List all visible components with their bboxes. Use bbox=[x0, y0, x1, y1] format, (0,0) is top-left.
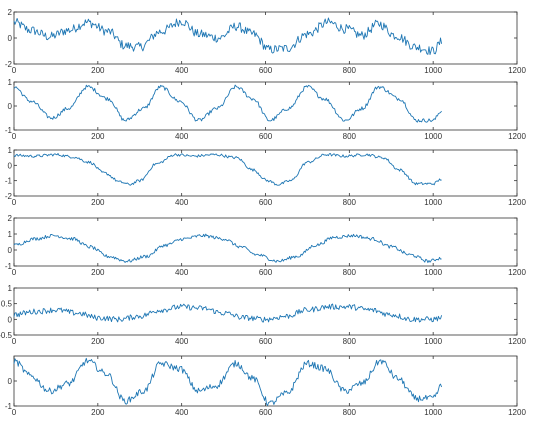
x-tick-label: 600 bbox=[259, 132, 273, 141]
y-tick-label: 1 bbox=[8, 284, 13, 293]
y-tick-label: -1 bbox=[5, 177, 13, 186]
series-line-6 bbox=[13, 357, 443, 406]
x-tick-label: 800 bbox=[343, 66, 357, 75]
x-tick-label: 600 bbox=[259, 66, 273, 75]
x-tick-label: 1000 bbox=[424, 337, 442, 346]
x-tick-label: 400 bbox=[175, 198, 189, 207]
x-tick-label: 400 bbox=[175, 66, 189, 75]
series-line-5 bbox=[13, 303, 443, 323]
x-tick-label: 800 bbox=[343, 268, 357, 277]
y-tick-label: 2 bbox=[8, 214, 13, 223]
series-line-4 bbox=[13, 233, 442, 264]
x-tick-label: 400 bbox=[175, 408, 189, 417]
x-tick-label: 200 bbox=[91, 408, 105, 417]
x-tick-label: 600 bbox=[259, 268, 273, 277]
x-tick-label: 1200 bbox=[508, 337, 526, 346]
y-tick-label: 0 bbox=[8, 34, 13, 43]
x-tick-label: 1200 bbox=[508, 268, 526, 277]
y-tick-label: 1 bbox=[8, 146, 13, 155]
x-tick-label: 1200 bbox=[508, 408, 526, 417]
y-tick-label: 0 bbox=[8, 377, 13, 386]
x-tick-label: 800 bbox=[343, 132, 357, 141]
x-tick-label: 400 bbox=[175, 268, 189, 277]
y-tick-label: 0 bbox=[8, 102, 13, 111]
x-tick-label: 200 bbox=[91, 337, 105, 346]
y-tick-label: -1 bbox=[5, 262, 13, 271]
y-tick-label: 0 bbox=[8, 315, 13, 324]
x-tick-label: 1000 bbox=[424, 408, 442, 417]
axes-frame bbox=[13, 11, 518, 65]
x-tick-label: 1000 bbox=[424, 66, 442, 75]
x-tick-label: 0 bbox=[12, 198, 17, 207]
x-tick-label: 800 bbox=[343, 198, 357, 207]
x-tick-label: 800 bbox=[343, 408, 357, 417]
x-tick-label: 0 bbox=[12, 268, 17, 277]
x-tick-label: 1000 bbox=[424, 132, 442, 141]
x-tick-label: 600 bbox=[259, 337, 273, 346]
y-tick-label: -2 bbox=[5, 60, 13, 69]
x-tick-label: 1000 bbox=[424, 268, 442, 277]
axes-frame bbox=[13, 287, 518, 336]
y-tick-label: 0 bbox=[8, 246, 13, 255]
series-line-2 bbox=[13, 84, 442, 123]
y-tick-label: 0 bbox=[8, 161, 13, 170]
x-tick-label: 1200 bbox=[508, 132, 526, 141]
y-tick-label: 1 bbox=[8, 78, 13, 87]
y-tick-label: 2 bbox=[8, 8, 13, 17]
x-tick-label: 600 bbox=[259, 198, 273, 207]
x-tick-label: 200 bbox=[91, 198, 105, 207]
x-tick-label: 200 bbox=[91, 132, 105, 141]
series-line-1 bbox=[13, 17, 443, 56]
y-tick-label: 1 bbox=[8, 230, 13, 239]
x-tick-label: 400 bbox=[175, 132, 189, 141]
x-tick-label: 0 bbox=[12, 132, 17, 141]
y-tick-label: -1 bbox=[5, 402, 13, 411]
x-tick-label: 0 bbox=[12, 337, 17, 346]
x-tick-label: 400 bbox=[175, 337, 189, 346]
x-tick-label: 1200 bbox=[508, 66, 526, 75]
x-tick-label: 200 bbox=[91, 268, 105, 277]
x-tick-label: 1000 bbox=[424, 198, 442, 207]
y-tick-label: -2 bbox=[5, 192, 13, 201]
y-tick-label: -1 bbox=[5, 126, 13, 135]
x-tick-label: 200 bbox=[91, 66, 105, 75]
series-line-3 bbox=[13, 153, 442, 186]
subplot-3: 0 200 400 600 800 1000 1200 -2 -1 0 1 bbox=[5, 146, 527, 207]
subplot-1: 0 200 400 600 800 1000 1200-202 bbox=[5, 8, 527, 75]
x-tick-label: 800 bbox=[343, 337, 357, 346]
axes-frame bbox=[13, 149, 518, 197]
y-tick-label: -0.5 bbox=[0, 331, 13, 340]
subplot-2: 0 200 400 600 800 1000 1200-101 bbox=[5, 78, 527, 141]
axes-frame bbox=[13, 81, 518, 131]
subplot-6: 0 200 400 600 800 1000 1200-10 bbox=[5, 355, 526, 417]
x-tick-label: 0 bbox=[12, 66, 17, 75]
x-tick-label: 0 bbox=[12, 408, 17, 417]
x-tick-label: 600 bbox=[259, 408, 273, 417]
y-tick-label: 0.5 bbox=[1, 300, 13, 309]
x-tick-label: 1200 bbox=[508, 198, 526, 207]
